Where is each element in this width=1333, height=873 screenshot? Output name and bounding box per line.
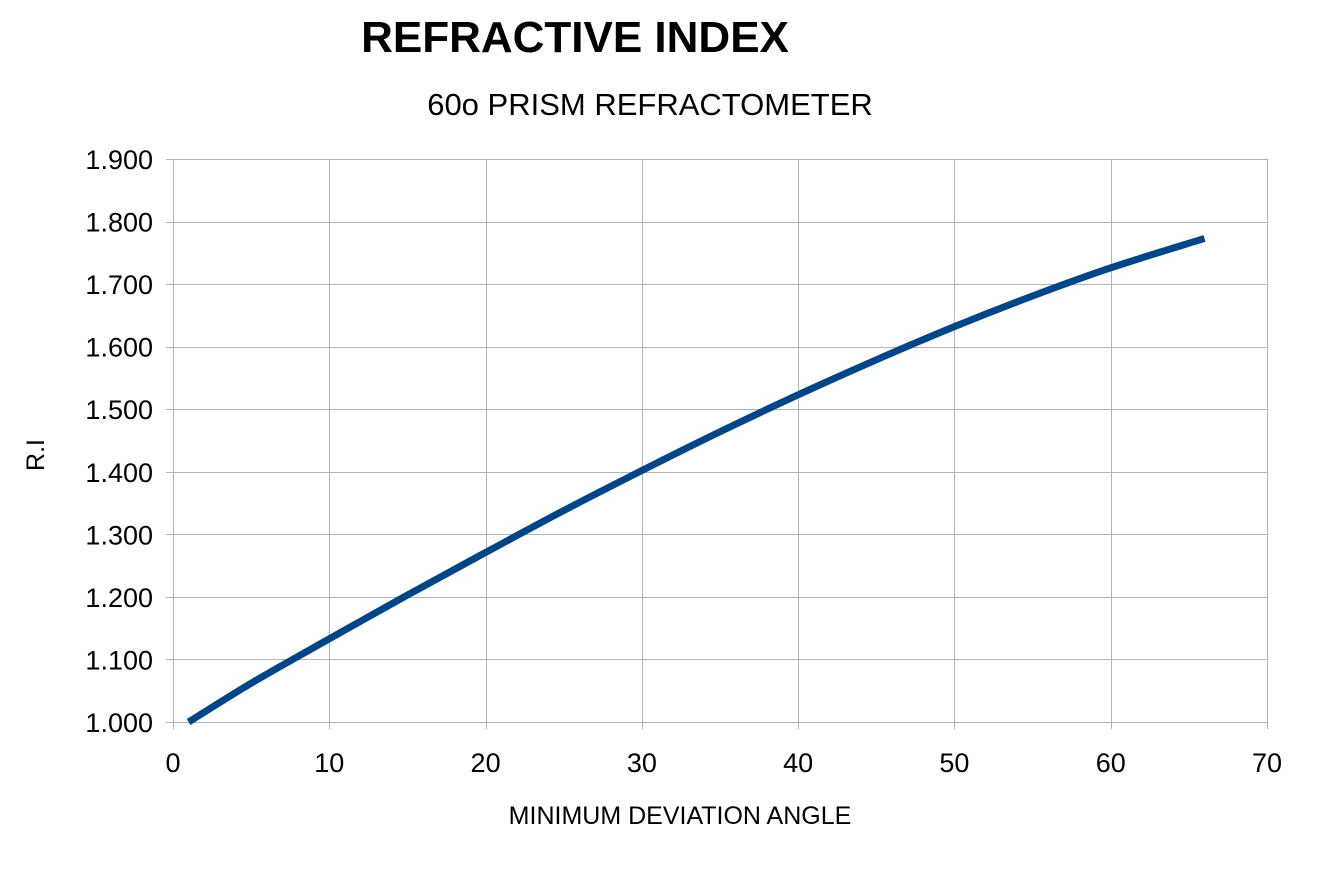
y-axis-ticks: 1.000 1.100 1.200 1.300 1.400 1.500 1.600 1.700…	[85, 145, 153, 738]
y-tick-label: 1.600	[85, 333, 153, 363]
x-axis-label: MINIMUM DEVIATION ANGLE	[509, 802, 852, 830]
x-tick-label: 0	[165, 748, 180, 778]
x-tick-label: 70	[1252, 748, 1282, 778]
x-tick-label: 60	[1096, 748, 1126, 778]
chart-title: REFRACTIVE INDEX	[361, 13, 789, 62]
y-tick-label: 1.800	[85, 208, 153, 238]
y-axis-label: R.I	[22, 439, 50, 471]
x-tick-label: 50	[939, 748, 969, 778]
series-group	[186, 235, 1206, 725]
x-tick-label: 10	[314, 748, 344, 778]
chart-subtitle: 60o PRISM REFRACTOMETER	[427, 87, 873, 122]
y-tick-label: 1.700	[85, 270, 153, 300]
y-tick-label: 1.300	[85, 520, 153, 550]
y-tick-label: 1.900	[85, 145, 153, 175]
x-tick-label: 40	[783, 748, 813, 778]
y-tick-label: 1.200	[85, 583, 153, 613]
x-axis-ticks: 0 10 20 30 40 50 60 70	[165, 748, 1282, 778]
x-tick-label: 30	[627, 748, 657, 778]
y-tick-label: 1.500	[85, 395, 153, 425]
y-tick-label: 1.000	[85, 708, 153, 738]
series-line	[186, 235, 1206, 725]
y-tick-label: 1.100	[85, 645, 153, 675]
y-tick-label: 1.400	[85, 458, 153, 488]
grid-lines	[166, 159, 1268, 729]
x-tick-label: 20	[471, 748, 501, 778]
